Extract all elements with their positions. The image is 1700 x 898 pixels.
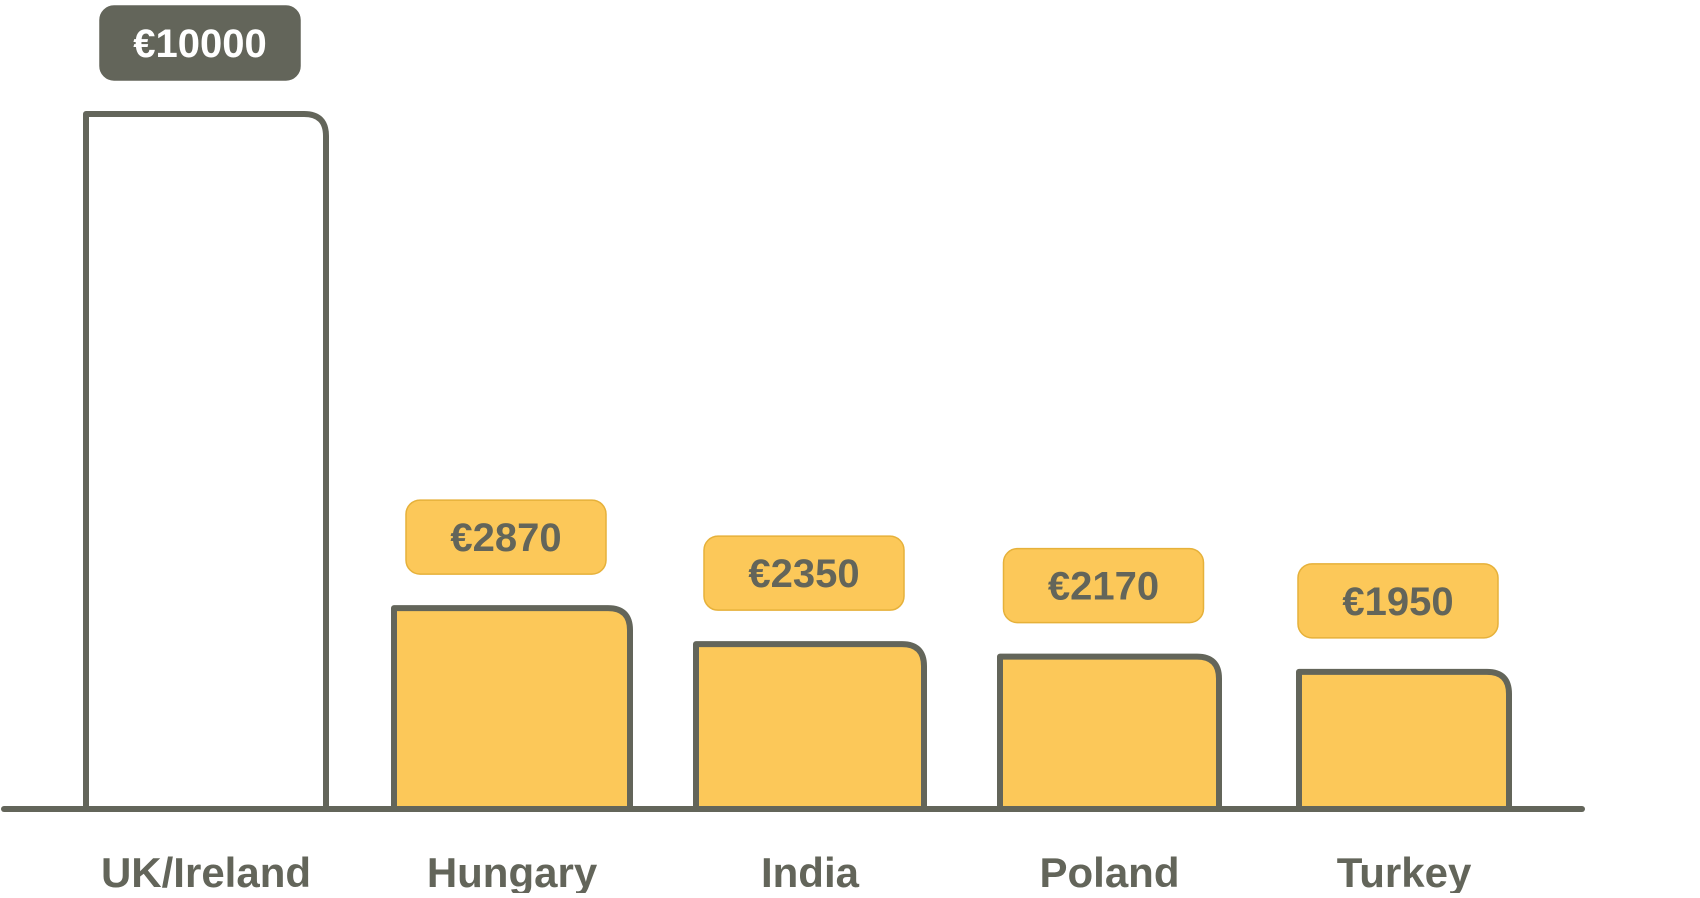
value-badge-india [703,535,905,611]
bar-poland [997,653,1222,807]
value-label-hungary: €2870 [450,516,561,560]
category-label-turkey: Turkey [1337,849,1472,893]
value-badge-uk-ireland [99,5,301,81]
value-label-turkey: €1950 [1342,580,1453,624]
bar-turkey [1296,668,1512,807]
bar-hungary [391,605,633,807]
category-label-india: India [761,849,860,893]
bar-india [693,641,927,807]
category-labels-group: UK/Ireland Hungary India Poland Turkey [101,849,1472,896]
category-label-uk-ireland: UK/Ireland [101,849,311,893]
value-label-poland: €2170 [1048,565,1159,609]
value-label-india: €2350 [748,552,859,596]
value-labels-group: €10000 €2870 €2350 €2170 €1950 [99,5,1499,639]
bar-uk-ireland [83,111,329,807]
value-badge-poland [1002,547,1205,624]
category-label-poland: Poland [1039,849,1179,893]
bars-group [83,111,1512,807]
category-label-hungary: Hungary [427,849,598,893]
value-badge-hungary [405,499,607,575]
value-label-uk-ireland: €10000 [133,22,266,66]
value-badge-turkey [1297,563,1499,639]
